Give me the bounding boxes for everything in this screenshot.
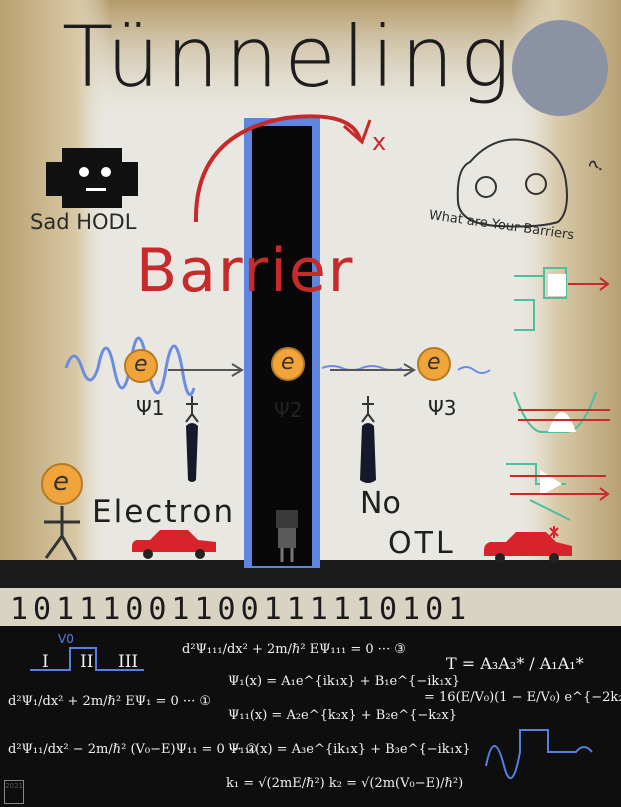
region-1-label: I <box>42 652 49 672</box>
region-3-label: III <box>118 652 139 672</box>
v0-label: V0 <box>58 632 74 646</box>
equation-2: d²Ψ₁₁/dx² − 2m/ℏ² (V₀−E)Ψ₁₁ = 0 ··· ② <box>8 742 258 757</box>
psi-1-equation: Ψ₁(x) = A₁e^{ik₁x} + B₁e^{−ik₁x} <box>228 674 461 689</box>
electron-icon <box>417 347 451 381</box>
psi-1-label: Ψ1 <box>136 396 165 420</box>
barrier-label: Barrier <box>136 236 355 306</box>
electron-icon <box>271 347 305 381</box>
psi-2-label: Ψ2 <box>274 398 303 422</box>
transmission-approx: = 16(E/V₀)(1 − E/V₀) e^{−2k₂a} <box>424 690 621 705</box>
psi-3-label: Ψ3 <box>428 396 457 420</box>
otl-label: OTL <box>388 526 456 561</box>
equation-3: d²Ψ₁₁₁/dx² + 2m/ℏ² EΨ₁₁₁ = 0 ··· ③ <box>182 642 406 657</box>
psi-3-equation: Ψ₁₁₁(x) = A₃e^{ik₁x} + B₃e^{−ik₁x} <box>228 742 471 757</box>
electron-symbol: e <box>53 467 69 497</box>
region-2-label: II <box>80 652 94 672</box>
electron-icon <box>41 463 83 505</box>
x-mark: x <box>372 128 387 156</box>
sad-hodl-label: Sad HODL <box>30 210 137 234</box>
page-title: Tünneling <box>62 8 517 106</box>
artist-stamp: 2021 <box>4 780 24 804</box>
binary-strip: 10111001100111110101 <box>10 592 472 627</box>
no-label: No <box>360 486 401 521</box>
robot-icon <box>276 510 298 528</box>
electron-symbol: e <box>427 350 441 375</box>
psi-2-equation: Ψ₁₁(x) = A₂e^{k₂x} + B₂e^{−k₂x} <box>228 708 457 723</box>
electron-symbol: e <box>134 352 148 377</box>
transmission-equation: T = A₃A₃* / A₁A₁* <box>446 654 584 673</box>
electron-label: Electron <box>92 494 236 530</box>
equation-1: d²Ψ₁/dx² + 2m/ℏ² EΨ₁ = 0 ··· ① <box>8 694 212 709</box>
electron-icon <box>124 349 158 383</box>
k-equations: k₁ = √(2mE/ℏ²) k₂ = √(2m(V₀−E)/ℏ²) <box>226 776 464 791</box>
electron-symbol: e <box>281 350 295 375</box>
